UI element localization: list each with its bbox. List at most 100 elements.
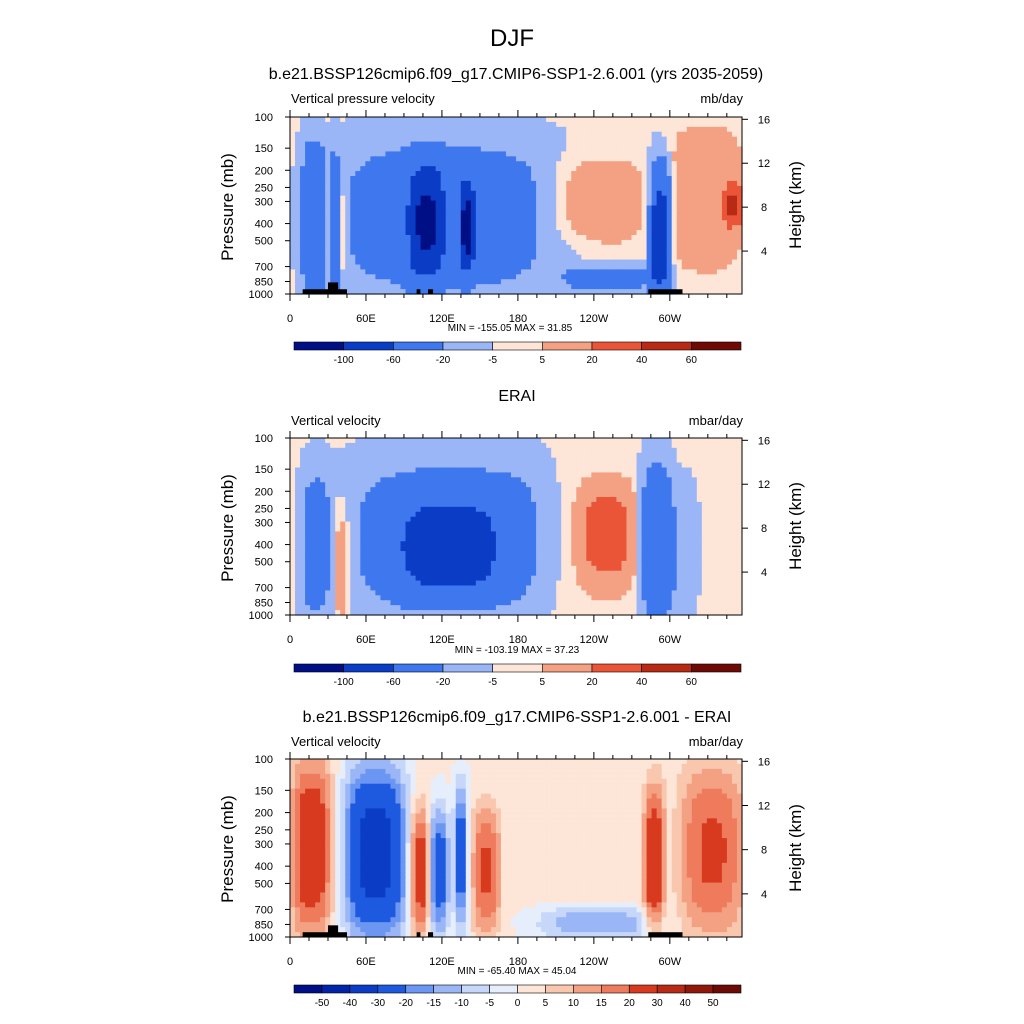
field-cell <box>521 467 527 474</box>
field-cell <box>696 467 703 474</box>
field-cell <box>581 230 587 236</box>
field-cell <box>405 452 412 459</box>
field-cell <box>671 166 678 172</box>
field-cell <box>430 126 437 133</box>
field-cell <box>350 215 356 221</box>
field-cell <box>340 146 346 153</box>
field-cell <box>400 497 407 503</box>
field-cell <box>686 521 693 528</box>
field-cell <box>325 249 331 256</box>
field-cell <box>661 185 668 192</box>
field-cell <box>445 467 452 474</box>
field-cell <box>521 516 527 523</box>
field-cell <box>430 447 437 454</box>
field-cell <box>691 259 698 266</box>
field-cell <box>500 156 507 162</box>
field-cell <box>636 254 643 261</box>
field-cell <box>435 249 442 256</box>
field-cell <box>390 506 397 513</box>
field-cell <box>571 482 577 488</box>
field-cell <box>335 477 341 483</box>
field-cell <box>611 289 618 295</box>
field-cell <box>696 146 703 153</box>
field-cell <box>420 195 427 202</box>
field-cell <box>395 230 402 236</box>
field-cell <box>686 249 693 256</box>
field-cell <box>521 117 527 123</box>
field-cell <box>611 467 618 474</box>
field-cell <box>621 230 628 236</box>
field-cell <box>430 117 437 123</box>
field-cell <box>365 438 371 444</box>
field-cell <box>516 477 522 483</box>
field-cell <box>646 279 653 285</box>
field-cell <box>671 239 678 246</box>
field-cell <box>315 205 321 212</box>
field-cell <box>686 230 693 236</box>
field-cell <box>736 239 743 246</box>
field-cell <box>420 180 427 187</box>
field-cell <box>721 171 728 177</box>
field-cell <box>681 254 688 261</box>
field-cell <box>480 171 487 177</box>
field-cell <box>641 141 648 148</box>
field-cell <box>450 121 457 128</box>
field-cell <box>345 180 351 187</box>
field-cell <box>711 457 718 464</box>
field-cell <box>400 438 407 444</box>
field-cell <box>616 438 623 444</box>
field-cell <box>671 497 678 503</box>
field-cell <box>516 180 522 187</box>
field-cell <box>721 274 728 280</box>
field-cell <box>716 487 723 493</box>
field-cell <box>671 521 678 528</box>
field-cell <box>460 487 467 493</box>
field-cell <box>455 442 462 449</box>
field-cell <box>440 146 447 153</box>
field-cell <box>400 467 407 474</box>
field-cell <box>686 487 693 493</box>
field-cell <box>510 230 517 236</box>
field-cell <box>490 146 497 153</box>
field-cell <box>556 462 562 469</box>
field-cell <box>325 171 331 177</box>
field-cell <box>596 516 602 523</box>
field-cell <box>385 516 392 523</box>
field-cell <box>350 126 356 133</box>
field-cell <box>355 521 361 528</box>
field-cell <box>696 477 703 483</box>
field-cell <box>360 447 366 454</box>
field-cell <box>355 289 361 295</box>
field-cell <box>470 501 477 508</box>
field-cell <box>305 220 311 226</box>
field-cell <box>330 501 336 508</box>
field-cell <box>310 274 316 280</box>
field-cell <box>395 244 402 251</box>
field-cell <box>561 447 567 454</box>
field-cell <box>711 171 718 177</box>
field-cell <box>571 284 577 290</box>
field-cell <box>521 176 527 182</box>
field-cell <box>370 521 376 528</box>
field-cell <box>505 264 512 271</box>
field-cell <box>596 151 602 157</box>
field-cell <box>656 457 663 464</box>
field-cell <box>430 215 437 221</box>
field-cell <box>616 176 623 182</box>
field-cell <box>445 205 452 212</box>
field-cell <box>465 482 472 488</box>
field-cell <box>390 176 397 182</box>
field-cell <box>495 492 502 498</box>
field-cell <box>300 141 306 148</box>
field-cell <box>320 477 326 483</box>
field-cell <box>425 467 432 474</box>
field-cell <box>696 225 703 231</box>
field-cell <box>450 249 457 256</box>
field-cell <box>686 146 693 153</box>
field-cell <box>475 482 482 488</box>
field-cell <box>490 472 497 478</box>
field-cell <box>415 190 422 197</box>
field-cell <box>310 180 316 187</box>
field-cell <box>375 239 381 246</box>
field-cell <box>485 210 492 216</box>
